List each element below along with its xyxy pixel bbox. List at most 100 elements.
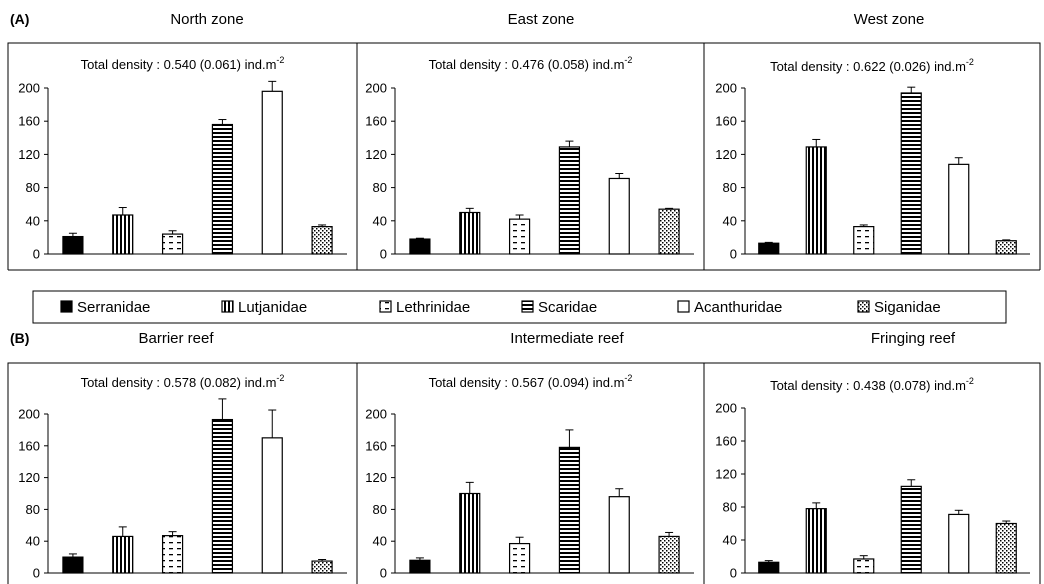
bar (805, 508, 827, 574)
bar (853, 226, 875, 255)
density-annotation: Total density : 0.540 (0.061) ind.m-2 (81, 55, 285, 72)
y-tick-label: 160 (18, 438, 40, 453)
legend-label: Scaridae (538, 299, 597, 316)
y-tick-label: 80 (373, 502, 387, 517)
density-exponent: -2 (966, 57, 974, 67)
legend: Serranidae Lutjanidae Lethrinidae Scaridae A… (32, 290, 1007, 324)
bar (948, 513, 970, 574)
chart-panel: Intermediate reef Total density : 0.567 (… (356, 330, 705, 584)
y-tick-label: 40 (26, 534, 40, 549)
y-tick-label: 200 (715, 401, 737, 416)
chart-panels: North zone Total density : 0.540 (0.061) … (7, 11, 1041, 584)
bar (900, 485, 922, 574)
y-tick-label: 40 (373, 534, 387, 549)
y-tick-label: 80 (723, 180, 737, 195)
density-annotation: Total density : 0.578 (0.082) ind.m-2 (81, 373, 285, 390)
chart-title: Barrier reef (138, 330, 214, 347)
bar (62, 556, 84, 574)
legend-swatch (379, 300, 392, 313)
y-tick-label: 120 (365, 147, 387, 162)
y-tick-label: 40 (373, 213, 387, 228)
density-exponent: -2 (966, 376, 974, 386)
y-tick-label: 200 (365, 407, 387, 422)
legend-swatch (60, 300, 73, 313)
y-tick-label: 200 (18, 407, 40, 422)
density-annotation: Total density : 0.567 (0.094) ind.m-2 (429, 373, 633, 390)
chart-panel: East zone Total density : 0.476 (0.058) i… (356, 11, 705, 271)
chart-title: Intermediate reef (510, 330, 624, 347)
density-annotation: Total density : 0.476 (0.058) ind.m-2 (429, 55, 633, 72)
y-tick-label: 120 (18, 147, 40, 162)
bar (261, 90, 283, 255)
bar (995, 522, 1017, 574)
bar (558, 146, 581, 255)
legend-box (32, 290, 1007, 324)
bar (311, 226, 333, 255)
density-text: Total density : 0.438 (0.078) ind.m (770, 378, 966, 393)
y-tick-label: 120 (18, 470, 40, 485)
panel-frame (356, 42, 705, 270)
legend-label: Lethrinidae (396, 299, 470, 316)
bar (311, 560, 333, 574)
bar (62, 235, 84, 255)
bar (459, 211, 481, 255)
y-tick-label: 80 (373, 180, 387, 195)
chart-title: West zone (854, 11, 925, 28)
bar (558, 446, 581, 574)
bar (658, 535, 680, 574)
legend-label: Serranidae (77, 299, 150, 316)
y-tick-label: 120 (715, 467, 737, 482)
bar (409, 238, 431, 255)
density-text: Total density : 0.578 (0.082) ind.m (81, 375, 277, 390)
y-tick-label: 0 (730, 247, 737, 262)
y-tick-label: 200 (715, 81, 737, 96)
y-tick-label: 0 (33, 566, 40, 581)
bar (900, 92, 922, 255)
legend-label: Siganidae (874, 299, 941, 316)
panel-frame (703, 42, 1041, 270)
bar (112, 535, 134, 574)
chart-panel: Fringing reef Total density : 0.438 (0.07… (703, 330, 1041, 584)
y-tick-label: 0 (380, 247, 387, 262)
chart-title: North zone (170, 11, 243, 28)
density-text: Total density : 0.567 (0.094) ind.m (429, 375, 625, 390)
bar (112, 214, 134, 255)
legend-label: Lutjanidae (238, 299, 307, 316)
y-tick-label: 0 (730, 566, 737, 581)
bar (608, 496, 630, 574)
y-tick-label: 0 (33, 247, 40, 262)
bar (211, 418, 234, 574)
bar (211, 123, 234, 255)
bar (161, 233, 184, 255)
chart-panel: West zone Total density : 0.622 (0.026) i… (703, 11, 1041, 271)
bar (161, 535, 184, 574)
y-tick-label: 40 (26, 213, 40, 228)
bar (995, 240, 1017, 255)
section-b-label: (B) (10, 330, 29, 346)
density-exponent: -2 (276, 373, 284, 383)
chart-title: East zone (508, 11, 575, 28)
y-tick-label: 120 (365, 470, 387, 485)
y-tick-label: 0 (380, 566, 387, 581)
y-tick-label: 200 (365, 81, 387, 96)
bar (459, 492, 481, 574)
y-tick-label: 40 (723, 213, 737, 228)
density-exponent: -2 (276, 55, 284, 65)
bar (758, 242, 780, 255)
y-tick-label: 40 (723, 533, 737, 548)
bar (508, 542, 531, 574)
chart-panel: North zone Total density : 0.540 (0.061) … (7, 11, 358, 271)
density-exponent: -2 (624, 373, 632, 383)
density-annotation: Total density : 0.622 (0.026) ind.m-2 (770, 57, 974, 74)
bar (508, 218, 531, 255)
legend-label: Acanthuridae (694, 299, 782, 316)
y-tick-label: 80 (723, 500, 737, 515)
y-tick-label: 160 (365, 114, 387, 129)
density-text: Total density : 0.622 (0.026) ind.m (770, 59, 966, 74)
y-tick-label: 160 (365, 438, 387, 453)
panel-frame (703, 362, 1041, 584)
density-exponent: -2 (624, 55, 632, 65)
y-tick-label: 160 (715, 114, 737, 129)
section-a-label: (A) (10, 11, 29, 27)
